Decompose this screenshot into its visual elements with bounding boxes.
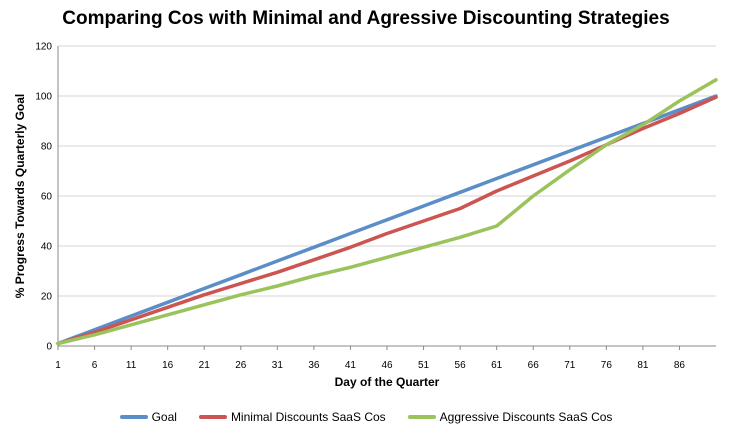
x-tick-label-26: 26 xyxy=(235,360,247,371)
chart-title: Comparing Cos with Minimal and Agressive… xyxy=(62,8,670,29)
x-tick-label-41: 41 xyxy=(345,360,357,371)
y-tick-label-120: 120 xyxy=(35,42,52,53)
y-tick-label-60: 60 xyxy=(41,192,53,203)
y-tick-label-40: 40 xyxy=(41,242,53,253)
legend-label-goal: Goal xyxy=(151,410,177,424)
legend-swatch-minimal xyxy=(198,415,227,419)
legend-item-aggressive: Aggressive Discounts SaaS Cos xyxy=(407,410,613,424)
y-tick-label-100: 100 xyxy=(35,92,52,103)
y-axis-label: % Progress Towards Quarterly Goal xyxy=(13,94,27,299)
y-tick-label-80: 80 xyxy=(41,142,53,153)
x-tick-label-61: 61 xyxy=(491,360,503,371)
x-tick-label-6: 6 xyxy=(92,360,98,371)
series-line-2 xyxy=(56,78,718,346)
x-tick-label-76: 76 xyxy=(601,360,613,371)
legend-label-minimal: Minimal Discounts SaaS Cos xyxy=(230,410,386,424)
chart-legend: Goal Minimal Discounts SaaS Cos Aggressi… xyxy=(0,410,732,424)
legend-swatch-goal xyxy=(119,415,148,419)
x-tick-label-81: 81 xyxy=(637,360,649,371)
x-tick-label-51: 51 xyxy=(418,360,430,371)
x-tick-label-86: 86 xyxy=(674,360,686,371)
x-tick-label-66: 66 xyxy=(528,360,540,371)
x-axis-label: Day of the Quarter xyxy=(335,375,440,389)
y-tick-label-20: 20 xyxy=(41,292,53,303)
x-tick-label-11: 11 xyxy=(126,360,137,371)
x-tick-label-71: 71 xyxy=(564,360,576,371)
x-tick-label-21: 21 xyxy=(199,360,211,371)
legend-item-goal: Goal xyxy=(119,410,177,424)
legend-item-minimal: Minimal Discounts SaaS Cos xyxy=(198,410,386,424)
series-line-0 xyxy=(56,94,718,346)
legend-label-aggressive: Aggressive Discounts SaaS Cos xyxy=(439,410,613,424)
x-tick-label-46: 46 xyxy=(381,360,393,371)
x-tick-label-31: 31 xyxy=(272,360,284,371)
legend-swatch-aggressive xyxy=(407,415,436,419)
y-tick-label-0: 0 xyxy=(46,342,52,353)
x-tick-label-56: 56 xyxy=(455,360,467,371)
x-tick-label-1: 1 xyxy=(55,360,61,371)
x-tick-label-16: 16 xyxy=(162,360,174,371)
x-tick-label-36: 36 xyxy=(308,360,320,371)
